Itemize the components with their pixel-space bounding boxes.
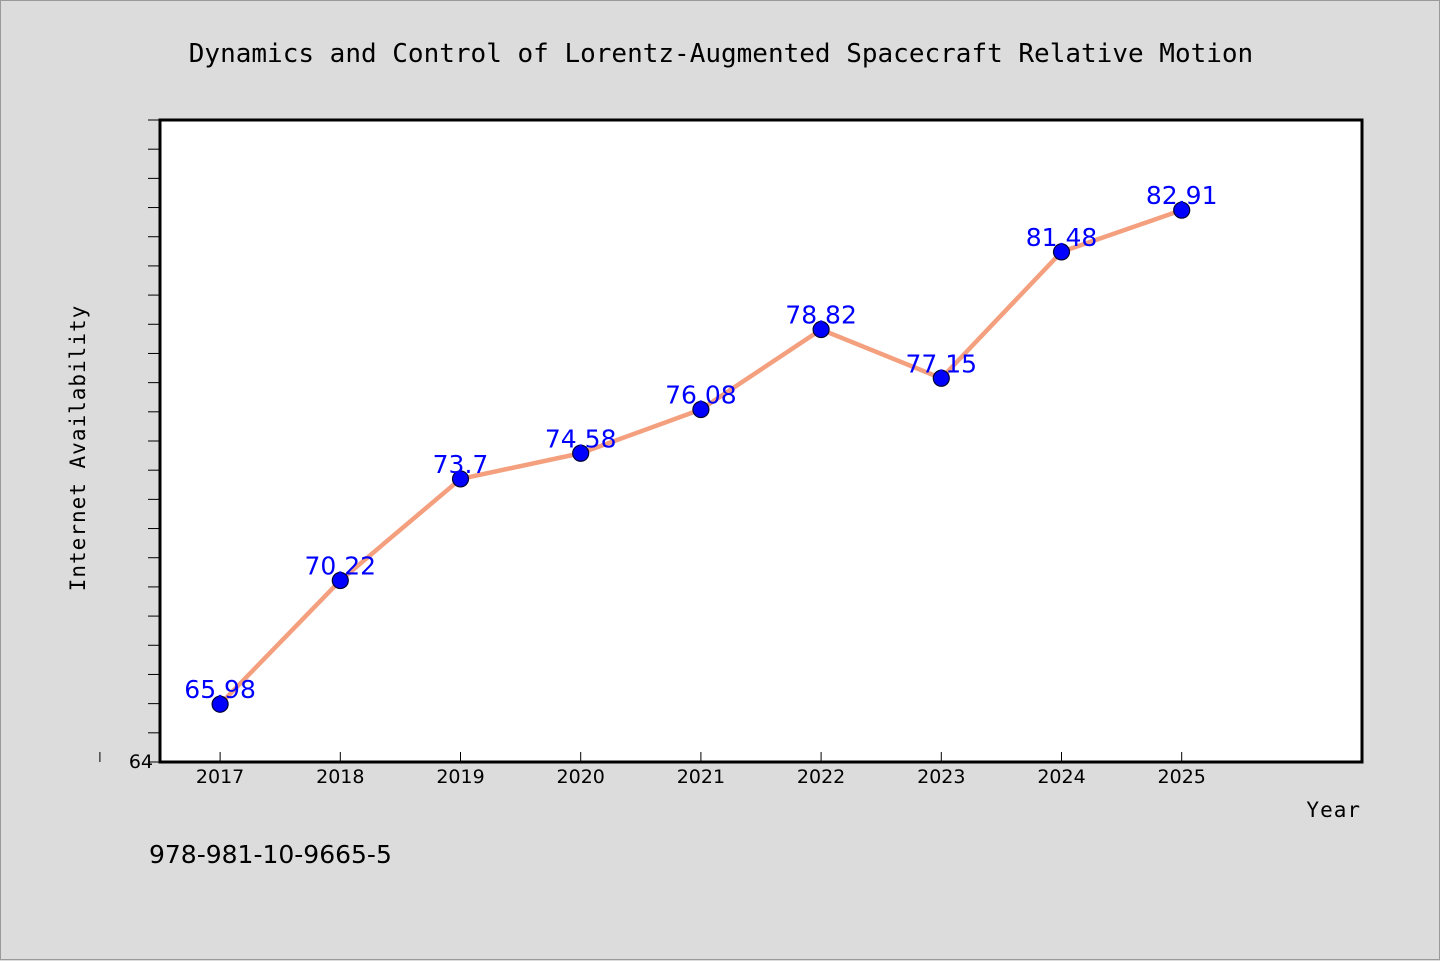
y-axis-label: Internet Availability xyxy=(66,305,90,592)
x-axis-ticks xyxy=(99,752,1183,762)
x-tick-label: 2020 xyxy=(557,766,605,788)
plot-area xyxy=(158,118,1364,764)
x-tick-label: 2024 xyxy=(1037,766,1085,788)
x-tick-label: 2017 xyxy=(196,766,244,788)
x-tick-labels: 2017 2018 2019 2020 2021 2022 2023 2024 2025 xyxy=(196,766,1206,788)
data-point xyxy=(1052,243,1071,261)
data-point xyxy=(572,444,590,462)
data-label: 73.7 xyxy=(433,450,489,479)
data-label: 70.22 xyxy=(305,551,377,580)
x-tick-label: 2025 xyxy=(1158,766,1206,788)
x-tick-label: 2021 xyxy=(677,766,725,788)
y-axis-ticks xyxy=(148,119,160,763)
data-point xyxy=(451,470,470,488)
data-label: 78.82 xyxy=(785,301,857,330)
data-label: 77.15 xyxy=(906,349,978,378)
x-tick-label: 2023 xyxy=(917,766,965,788)
data-label: 74.58 xyxy=(545,424,617,453)
isbn-footer: 978-981-10-9665-5 xyxy=(149,840,392,869)
data-label: 76.08 xyxy=(665,380,737,409)
x-tick-label: 2019 xyxy=(436,766,484,788)
data-labels: 65.98 70.22 73.7 74.58 76.08 78.82 77.15 81.48 8… xyxy=(184,181,1217,704)
data-point xyxy=(932,369,950,387)
x-axis-label: Year xyxy=(1306,798,1361,822)
data-label: 65.98 xyxy=(184,675,256,704)
data-point xyxy=(1173,201,1191,219)
data-label: 81.48 xyxy=(1026,223,1098,252)
series-markers xyxy=(211,201,1191,713)
x-tick-label: 2018 xyxy=(316,766,364,788)
data-point xyxy=(211,695,229,713)
chart-title: Dynamics and Control of Lorentz-Augmente… xyxy=(189,39,1253,69)
data-point xyxy=(692,400,710,419)
data-label: 82.91 xyxy=(1146,181,1218,210)
data-point xyxy=(812,320,830,339)
x-tick-label: 2022 xyxy=(797,766,845,788)
data-point xyxy=(331,571,349,590)
y-tick-label: 64 xyxy=(129,751,153,773)
